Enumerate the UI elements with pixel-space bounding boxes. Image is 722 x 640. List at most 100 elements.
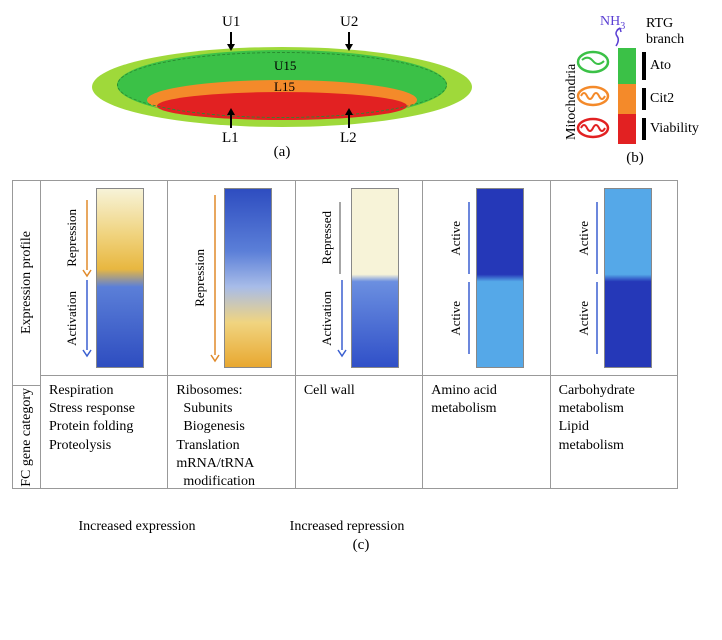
direction-label: Repressed bbox=[319, 211, 335, 264]
tick-label: Viability bbox=[650, 121, 699, 137]
direction-indicator: Activation bbox=[319, 278, 347, 358]
profile-cell: Active Active bbox=[551, 181, 677, 376]
arrow-down-icon bbox=[82, 198, 92, 278]
repression-legend-label: Increased repression bbox=[290, 519, 405, 535]
arrow-down-icon bbox=[210, 193, 220, 363]
direction-indicator: Active bbox=[448, 198, 472, 278]
colorbar-segment bbox=[618, 114, 636, 144]
category-cell: Respiration Stress response Protein fold… bbox=[41, 376, 167, 488]
direction-label: Active bbox=[448, 221, 464, 256]
direction-label: Repression bbox=[192, 249, 208, 307]
direction-indicator: Active bbox=[576, 198, 600, 278]
panel-c-wrap: Expression profile FC gene category Repr… bbox=[12, 180, 710, 489]
arrows-group: Active Active bbox=[448, 188, 472, 368]
line-icon bbox=[594, 278, 600, 358]
direction-indicator: Activation bbox=[64, 278, 92, 358]
direction-indicator: Repression bbox=[64, 198, 92, 278]
profile-cell: Repression bbox=[168, 181, 294, 376]
label-l1: L1 bbox=[222, 130, 239, 147]
direction-label: Active bbox=[448, 301, 464, 336]
panel-a-caption: (a) bbox=[12, 144, 552, 161]
expression-profile-label: Expression profile bbox=[19, 231, 35, 334]
panel-c: Expression profile FC gene category Repr… bbox=[12, 180, 678, 489]
wavy-arrow-icon bbox=[612, 26, 634, 48]
direction-label: Activation bbox=[64, 291, 80, 346]
arrow-stem bbox=[348, 114, 350, 128]
column: Repression Activation Respiration Stress r… bbox=[41, 181, 168, 488]
column: Repression Ribosomes: Subunits Biogenesis… bbox=[168, 181, 295, 488]
bottom-legend: Increased expression Increased repressio… bbox=[12, 499, 710, 535]
panel-b: NH3RTGbranchMitochondriaAtoCit2Viability… bbox=[560, 12, 710, 172]
direction-indicator: Active bbox=[576, 278, 600, 358]
left-header-col: Expression profile FC gene category bbox=[13, 181, 41, 488]
arrows-group: Repression bbox=[192, 188, 220, 368]
line-icon bbox=[594, 198, 600, 278]
category-cell: Amino acid metabolism bbox=[423, 376, 549, 488]
tick-label: Cit2 bbox=[650, 91, 674, 107]
direction-label: Active bbox=[576, 301, 592, 336]
profile-cell: Active Active bbox=[423, 181, 549, 376]
profile-cell: Repressed Activation bbox=[296, 181, 422, 376]
fc-gene-category-label: FC gene category bbox=[19, 388, 35, 487]
arrow-stem bbox=[230, 114, 232, 128]
side-legend bbox=[684, 180, 710, 489]
category-cell: Cell wall bbox=[296, 376, 422, 488]
label-l15: L15 bbox=[274, 79, 295, 95]
fc-gene-category-header: FC gene category bbox=[13, 386, 40, 488]
label-u1: U1 bbox=[222, 14, 240, 31]
expression-profile-header: Expression profile bbox=[13, 181, 40, 386]
tick-bar bbox=[642, 88, 646, 110]
expression-legend-label: Increased expression bbox=[78, 519, 195, 535]
arrow-down-icon bbox=[337, 278, 347, 358]
direction-label: Active bbox=[576, 221, 592, 256]
arrow-head bbox=[227, 108, 235, 115]
panel-c-caption: (c) bbox=[12, 537, 710, 554]
arrow-down-icon bbox=[82, 278, 92, 358]
label-l2: L2 bbox=[340, 130, 357, 147]
gradient-bar bbox=[476, 188, 524, 368]
tick-bar bbox=[642, 118, 646, 140]
arrows-group: Repression Activation bbox=[64, 188, 92, 368]
repression-gradient bbox=[252, 499, 442, 515]
colorbar-segment bbox=[618, 84, 636, 114]
colorbar-segment bbox=[618, 48, 636, 84]
direction-indicator: Repression bbox=[192, 193, 220, 363]
gradient-bar bbox=[351, 188, 399, 368]
arrows-group: Repressed Activation bbox=[319, 188, 347, 368]
gradient-bar bbox=[224, 188, 272, 368]
column: Active Active Carbohydrate metabolism Lipi… bbox=[551, 181, 677, 488]
column: Active Active Amino acid metabolism bbox=[423, 181, 550, 488]
tick-label: Ato bbox=[650, 58, 671, 74]
line-icon bbox=[337, 198, 343, 278]
direction-label: Activation bbox=[319, 291, 335, 346]
arrow-head bbox=[227, 44, 235, 51]
rtg-label-2: branch bbox=[646, 32, 684, 48]
mitochondria-icon bbox=[576, 116, 610, 140]
top-row: U1U2L1L2U15L15 (a) NH3RTGbranchMitochond… bbox=[12, 12, 710, 172]
tick-bar bbox=[642, 52, 646, 80]
gradient-bar bbox=[96, 188, 144, 368]
expression-gradient bbox=[42, 499, 232, 515]
label-u2: U2 bbox=[340, 14, 358, 31]
columns-container: Repression Activation Respiration Stress r… bbox=[41, 181, 677, 488]
category-cell: Carbohydrate metabolism Lipid metabolism bbox=[551, 376, 677, 488]
arrow-head bbox=[345, 108, 353, 115]
arrow-head bbox=[345, 44, 353, 51]
panel-a: U1U2L1L2U15L15 (a) bbox=[12, 12, 552, 172]
line-icon bbox=[466, 278, 472, 358]
direction-label: Repression bbox=[64, 209, 80, 267]
line-icon bbox=[466, 198, 472, 278]
direction-indicator: Active bbox=[448, 278, 472, 358]
column: Repressed Activation Cell wall bbox=[296, 181, 423, 488]
category-cell: Ribosomes: Subunits Biogenesis Translati… bbox=[168, 376, 294, 488]
colony-diagram: U1U2L1L2U15L15 bbox=[92, 32, 472, 142]
mitochondria-icon bbox=[576, 50, 610, 74]
direction-indicator: Repressed bbox=[319, 198, 347, 278]
label-u15: U15 bbox=[274, 58, 296, 74]
arrows-group: Active Active bbox=[576, 188, 600, 368]
panel-b-caption: (b) bbox=[560, 150, 710, 167]
gradient-bar bbox=[604, 188, 652, 368]
profile-cell: Repression Activation bbox=[41, 181, 167, 376]
mitochondria-icon bbox=[576, 84, 610, 108]
rtg-label-1: RTG bbox=[646, 16, 673, 32]
